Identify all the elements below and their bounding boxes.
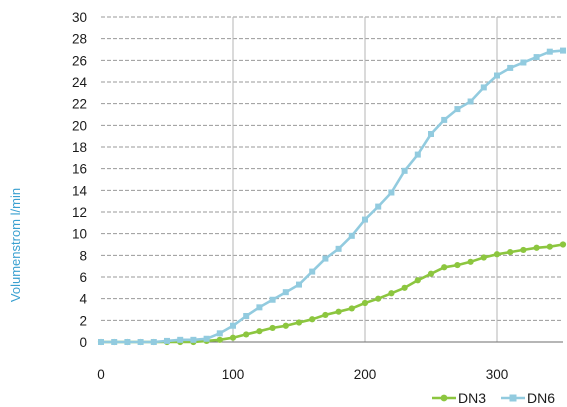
data-point-dn6 [282,289,289,296]
y-tick-label: 28 [72,32,87,47]
data-point-dn6 [322,255,329,262]
data-point-dn3 [454,261,461,269]
legend: DN3 DN6 [432,390,555,406]
y-tick-label: 22 [72,97,87,112]
data-point-dn3 [441,264,448,271]
data-point-dn3 [401,284,408,291]
data-point-dn6 [256,304,263,311]
series-line-dn3 [101,243,564,344]
data-point-dn6 [269,296,276,303]
data-point-dn6 [494,72,500,79]
y-tick-label: 18 [72,140,87,155]
data-point-dn3 [282,322,289,329]
data-point-dn3 [361,299,369,307]
data-point-dn6 [467,98,474,105]
data-point-dn6 [507,64,514,71]
data-point-dn3 [322,311,329,319]
x-tick-label: 300 [486,367,509,382]
data-point-dn3 [414,277,421,284]
y-tick-label: 14 [72,183,88,198]
data-point-dn6 [388,189,395,196]
data-point-dn6 [428,131,434,137]
y-tick-label: 6 [79,270,87,285]
data-point-dn3 [480,254,487,261]
data-point-dn6 [375,203,382,210]
data-point-dn3 [467,258,474,265]
data-point-dn6 [560,47,566,54]
data-point-dn6 [190,336,197,343]
data-point-dn3 [507,248,514,256]
y-tick-label: 20 [72,118,87,133]
data-point-dn6 [137,339,144,345]
x-tick-label: 200 [354,367,377,382]
grid-lines [101,16,563,342]
data-point-dn6 [414,151,421,158]
data-point-dn6 [362,216,368,223]
y-tick-label: 8 [79,248,87,263]
data-point-dn6 [401,167,408,174]
data-point-dn3 [243,331,250,338]
legend-label-dn6: DN6 [527,390,555,406]
y-tick-label: 12 [72,205,87,220]
data-point-dn6 [480,84,487,91]
data-point-dn6 [296,281,302,288]
data-point-dn3 [375,295,382,302]
data-point-dn3 [335,308,342,315]
data-point-dn6 [203,335,210,342]
data-point-dn6 [520,59,527,66]
data-point-dn3 [216,336,223,343]
data-point-dn3 [533,244,540,251]
data-point-dn6 [441,116,448,123]
legend-marker-dn6 [509,394,517,402]
data-point-dn6 [533,54,540,61]
data-point-dn6 [335,245,342,252]
x-tick-label: 0 [97,367,105,382]
x-tick-labels: 0 100 200 300 [97,367,508,382]
data-point-dn3 [229,334,237,341]
data-point-dn3 [520,246,527,254]
y-tick-label: 2 [79,313,87,328]
data-point-dn3 [295,319,303,326]
y-tick-label: 0 [79,335,87,350]
data-point-dn6 [164,337,170,344]
data-point-dn3 [269,324,276,332]
data-point-dn6 [309,268,316,275]
data-point-dn6 [230,322,236,329]
data-point-dn6 [98,339,104,345]
data-point-dn6 [124,339,131,345]
y-tick-label: 16 [72,162,87,177]
y-tick-label: 24 [72,75,88,90]
data-point-dn3 [388,290,395,297]
data-point-dn3 [309,316,316,323]
data-point-dn6 [348,232,355,239]
y-axis-label: Volumenstrom l/min [8,188,23,302]
y-tick-label: 10 [72,227,87,242]
data-point-dn3 [427,270,435,277]
y-tick-label: 4 [79,292,87,307]
data-point-dn6 [177,336,184,343]
data-point-dn3 [348,305,355,312]
data-point-dn6 [150,339,157,345]
y-tick-label: 26 [72,53,87,68]
legend-marker-dn3 [440,394,448,402]
legend-label-dn3: DN3 [458,390,486,406]
data-point-dn6 [216,330,223,337]
data-point-dn3 [559,241,567,248]
data-point-dn3 [493,251,501,258]
data-point-dn3 [256,328,263,335]
y-tick-label: 30 [72,10,87,25]
data-point-dn6 [454,106,461,113]
x-tick-label: 100 [222,367,245,382]
data-point-dn6 [546,48,553,55]
data-point-dn3 [546,243,553,250]
data-point-dn6 [111,339,118,345]
series-group [97,47,567,346]
data-point-dn6 [243,313,250,319]
